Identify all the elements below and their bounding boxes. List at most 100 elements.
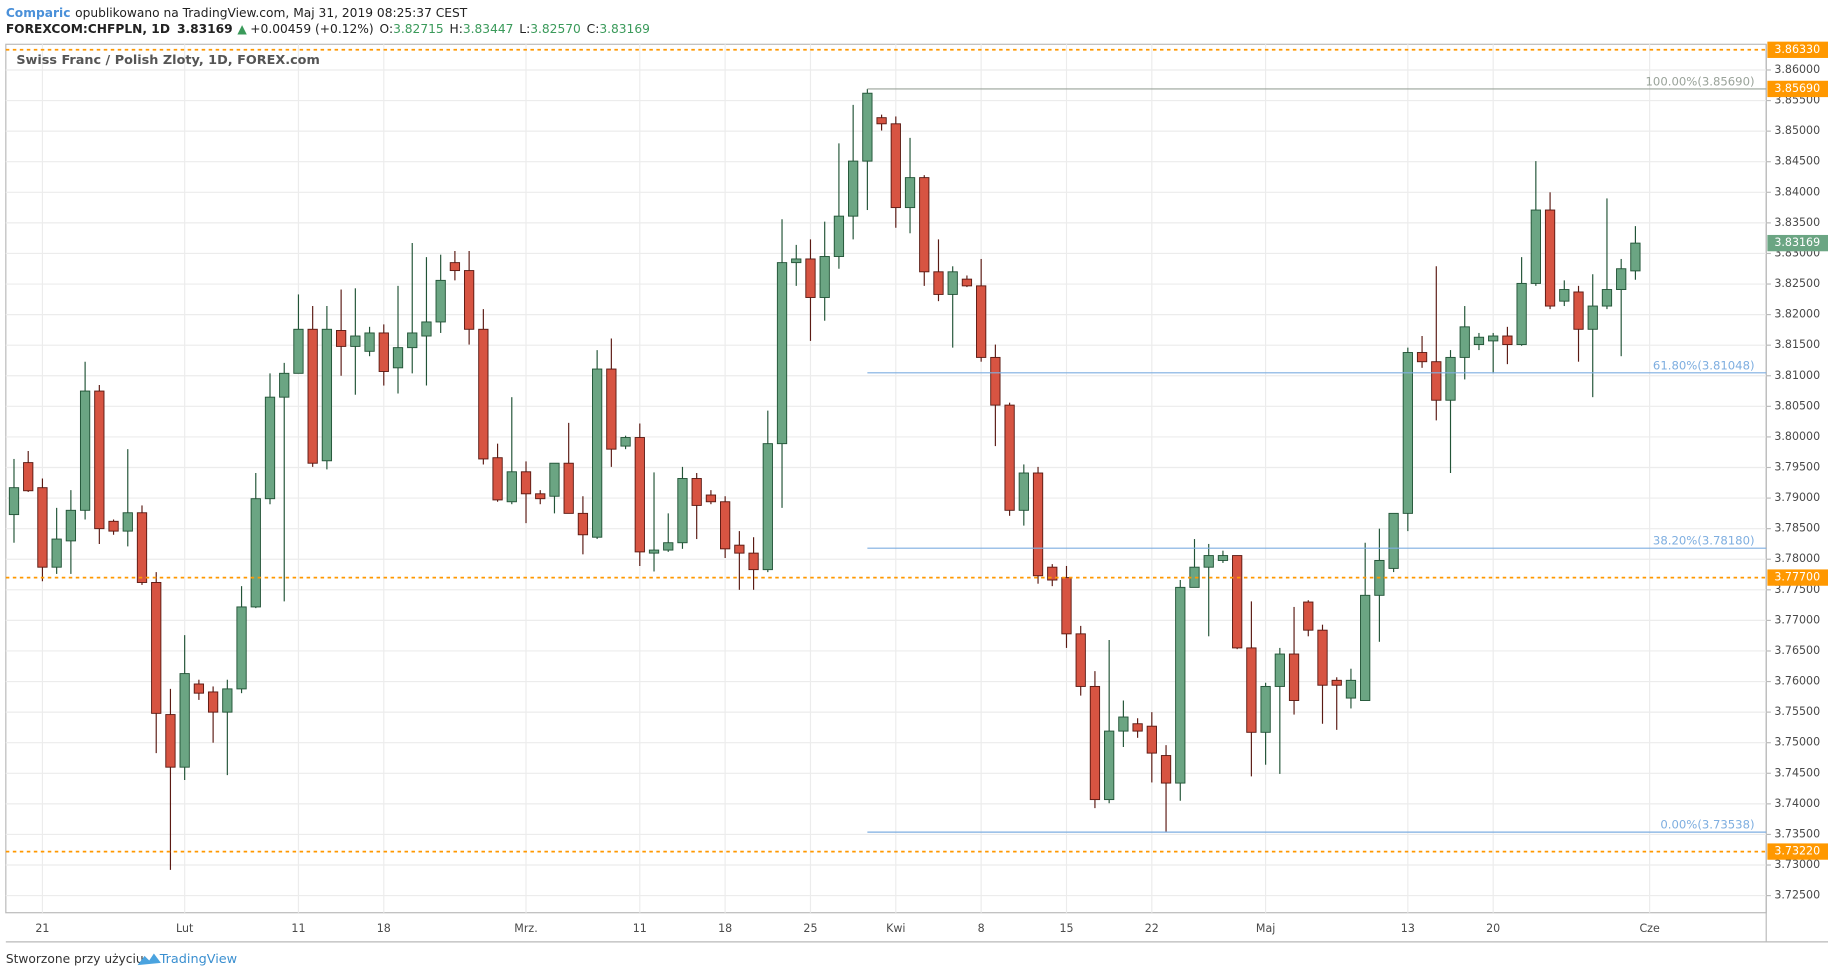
candle-body bbox=[1217, 555, 1229, 561]
candle-body bbox=[1502, 335, 1513, 346]
candle-body bbox=[463, 270, 475, 330]
symbol: FOREXCOM:CHFPLN, 1D bbox=[6, 22, 170, 36]
y-tick-label: 3.80500 bbox=[1774, 399, 1820, 412]
candle-body bbox=[791, 258, 802, 264]
candle-body bbox=[1331, 679, 1342, 686]
candle-body bbox=[748, 552, 759, 571]
candle-body bbox=[1616, 268, 1627, 291]
candle-body bbox=[264, 396, 276, 500]
y-tick-label: 3.82500 bbox=[1774, 277, 1820, 290]
candle-body bbox=[1075, 633, 1086, 687]
candle-body bbox=[1345, 679, 1357, 699]
candle-body bbox=[350, 335, 361, 347]
candle-body bbox=[848, 160, 859, 217]
x-tick-label: 18 bbox=[718, 922, 732, 935]
candle-body bbox=[1047, 566, 1058, 581]
y-tick-label: 3.85000 bbox=[1774, 124, 1820, 137]
candle-body bbox=[563, 462, 574, 514]
candle-body bbox=[1118, 716, 1129, 732]
candle-body bbox=[1445, 356, 1456, 401]
candle-body bbox=[1388, 512, 1399, 569]
x-tick-label: Mrz. bbox=[514, 922, 537, 935]
candle-body bbox=[776, 262, 788, 445]
y-tick-label: 3.75500 bbox=[1774, 705, 1820, 718]
y-tick-label: 3.79500 bbox=[1774, 461, 1820, 474]
candle-body bbox=[1061, 577, 1072, 635]
candle-body bbox=[634, 437, 645, 553]
ohlc-label: H: bbox=[450, 22, 463, 36]
candle-body bbox=[250, 498, 261, 608]
fib-label: 100.00%(3.85690) bbox=[1646, 74, 1755, 88]
x-tick-label: 11 bbox=[291, 922, 305, 935]
x-tick-label: 11 bbox=[633, 922, 647, 935]
candle-body bbox=[1132, 723, 1143, 732]
candle-body bbox=[677, 478, 688, 544]
candle-body bbox=[407, 332, 418, 349]
candle-body bbox=[592, 368, 603, 538]
fib-label: 38.20%(3.78180) bbox=[1653, 534, 1755, 548]
level-tag bbox=[1767, 843, 1828, 860]
candle-body bbox=[165, 714, 176, 768]
candle-body bbox=[335, 330, 347, 347]
footer-brand[interactable]: TradingView bbox=[159, 952, 237, 967]
tradingview-logo bbox=[137, 953, 161, 966]
candle-body bbox=[1260, 685, 1271, 733]
candle-body bbox=[1288, 653, 1300, 701]
y-tick-label: 3.83500 bbox=[1774, 216, 1820, 229]
x-tick-label: Lut bbox=[176, 922, 194, 935]
marks bbox=[5, 48, 1767, 870]
candle-body bbox=[1587, 305, 1598, 330]
candle-body bbox=[1146, 725, 1157, 754]
x-tick-label: Kwi bbox=[886, 922, 905, 935]
candle-body bbox=[506, 471, 517, 503]
candle-body bbox=[1459, 326, 1470, 358]
ohlc-value: 3.82570 bbox=[530, 22, 581, 36]
x-tick-label: Cze bbox=[1639, 922, 1660, 935]
y-tick-label: 3.79000 bbox=[1774, 491, 1820, 504]
grid bbox=[5, 44, 1771, 913]
x-tick-label: 20 bbox=[1486, 922, 1500, 935]
candle-body bbox=[947, 271, 958, 295]
last-price-tag bbox=[1767, 234, 1828, 252]
candle-body bbox=[833, 215, 845, 257]
x-tick-label: 22 bbox=[1145, 922, 1159, 935]
candle-body bbox=[1573, 291, 1584, 330]
publisher-link[interactable]: Comparic bbox=[6, 5, 71, 19]
candle-body bbox=[307, 328, 318, 464]
y-tick-label: 3.84500 bbox=[1774, 155, 1820, 168]
candle-body bbox=[535, 493, 546, 500]
x-tick-label: 21 bbox=[35, 922, 49, 935]
candle-body bbox=[762, 443, 773, 571]
candle-body bbox=[1530, 209, 1541, 284]
published-info: opublikowano na TradingView.com, Maj 31,… bbox=[75, 5, 468, 19]
level-tag bbox=[1767, 569, 1828, 586]
candle-body bbox=[108, 520, 119, 532]
x-tick-label: 13 bbox=[1401, 922, 1415, 935]
x-tick-label: Maj bbox=[1256, 922, 1275, 935]
price-tag bbox=[1767, 80, 1828, 98]
price-tag-text: 3.85690 bbox=[1774, 82, 1820, 95]
y-tick-label: 3.78500 bbox=[1774, 522, 1820, 535]
candle-body bbox=[976, 285, 987, 358]
candle-body bbox=[648, 549, 660, 554]
candle-body bbox=[364, 332, 375, 352]
ohlc-label: C: bbox=[587, 22, 600, 36]
candle-body bbox=[449, 262, 461, 272]
candle-body bbox=[435, 279, 446, 323]
last-price: 3.83169 bbox=[177, 22, 233, 36]
level-tag-text: 3.73220 bbox=[1774, 845, 1820, 858]
candle-body bbox=[819, 256, 830, 298]
candle-body bbox=[919, 177, 930, 273]
y-tick-label: 3.82000 bbox=[1774, 308, 1820, 321]
candle-body bbox=[663, 542, 674, 551]
candle-body bbox=[136, 512, 148, 583]
y-tick-label: 3.81000 bbox=[1774, 369, 1820, 382]
candle-body bbox=[236, 606, 247, 690]
candle-body bbox=[1473, 336, 1485, 346]
y-tick-label: 3.76000 bbox=[1774, 675, 1820, 688]
level-tag-text: 3.86330 bbox=[1774, 43, 1820, 56]
candle-body bbox=[720, 501, 731, 550]
y-tick-label: 3.78000 bbox=[1774, 552, 1820, 565]
candle-body bbox=[691, 478, 702, 506]
